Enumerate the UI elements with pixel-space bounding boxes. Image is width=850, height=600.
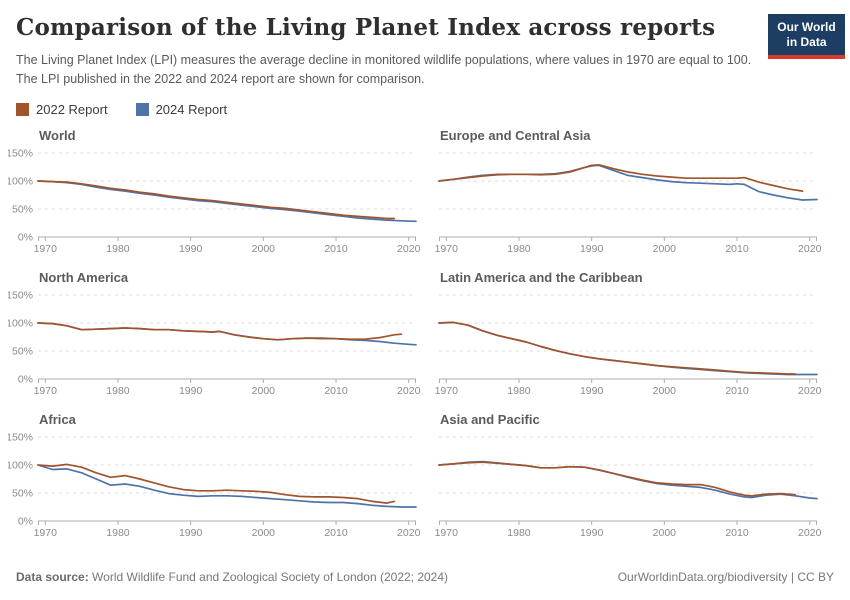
- page-title: Comparison of the Living Planet Index ac…: [16, 14, 716, 41]
- x-tick-label: 1980: [106, 385, 130, 396]
- legend-swatch-2022: [16, 102, 29, 116]
- chart-world: World 1970 1980 1990 2000 2010 2020 0% 50% 100% 1…: [8, 128, 433, 270]
- series-line-2022-report: [438, 461, 797, 497]
- data-source-label: Data source:: [16, 570, 89, 584]
- series-line-2024-report: [37, 180, 417, 223]
- x-tick-label: 1970: [435, 385, 459, 396]
- x-tick-label: 2010: [324, 385, 348, 396]
- y-tick-label: 0%: [18, 516, 33, 528]
- chart-latin-america-caribbean-plot: 1970 1980 1990 2000 2010 2020: [435, 294, 822, 396]
- series-line-2022-report: [438, 163, 804, 192]
- legend-item-2024: 2024 Report: [135, 101, 228, 117]
- x-tick-label: 2000: [653, 385, 677, 396]
- legend-label-2022: 2022 Report: [36, 101, 108, 117]
- chart-title-asia-pacific: Asia and Pacific: [440, 412, 540, 427]
- x-tick-label: 2010: [324, 243, 348, 254]
- y-tick-label: 100%: [8, 318, 33, 330]
- chart-europe-central-asia-plot: 1970 1980 1990 2000 2010 2020: [435, 152, 822, 254]
- data-source-note: Data source: World Wildlife Fund and Zoo…: [16, 570, 448, 584]
- chart-asia-pacific: Asia and Pacific 1970 1980 1990 2000 2010 202…: [433, 412, 833, 554]
- x-tick-label: 1970: [34, 527, 58, 538]
- chart-world-plot: 1970 1980 1990 2000 2010 2020 0% 50% 100% 150%: [8, 148, 420, 255]
- x-tick-label: 1980: [106, 243, 130, 254]
- x-tick-label: 1990: [179, 385, 203, 396]
- y-tick-label: 150%: [8, 432, 33, 444]
- x-tick-label: 1970: [34, 243, 58, 254]
- series-line-2022-report: [37, 322, 403, 341]
- x-tick-label: 1970: [435, 243, 459, 254]
- x-tick-label: 1980: [507, 243, 531, 254]
- series-line-2024-report: [438, 321, 818, 376]
- footer-attribution: OurWorldinData.org/biodiversity | CC BY: [617, 570, 834, 584]
- y-tick-label: 50%: [12, 346, 33, 358]
- y-tick-label: 50%: [12, 204, 33, 216]
- owid-logo-line1: Our World: [777, 20, 836, 34]
- x-tick-label: 1990: [179, 527, 203, 538]
- series-line-2022-report: [37, 180, 396, 220]
- x-tick-label: 2010: [725, 527, 749, 538]
- y-tick-label: 0%: [18, 232, 33, 244]
- y-tick-label: 0%: [18, 374, 33, 386]
- y-tick-label: 50%: [12, 488, 33, 500]
- legend: 2022 Report 2024 Report: [16, 102, 834, 117]
- chart-title-north-america: North America: [39, 270, 129, 285]
- x-tick-label: 1970: [435, 527, 459, 538]
- chart-north-america-plot: 1970 1980 1990 2000 2010 2020 0% 50% 100% 150%: [8, 290, 420, 397]
- chart-title-europe-central-asia: Europe and Central Asia: [440, 128, 591, 143]
- x-tick-label: 1990: [179, 243, 203, 254]
- x-tick-label: 1980: [507, 385, 531, 396]
- footer: Data source: World Wildlife Fund and Zoo…: [16, 570, 834, 584]
- series-line-2022-report: [438, 321, 797, 375]
- x-tick-label: 2020: [397, 527, 420, 538]
- chart-title-latin-america-caribbean: Latin America and the Caribbean: [440, 270, 643, 285]
- charts-grid: World 1970 1980 1990 2000 2010 2020 0% 50% 100% 1…: [8, 128, 833, 554]
- x-tick-label: 1980: [106, 527, 130, 538]
- chart-asia-pacific-plot: 1970 1980 1990 2000 2010 2020: [435, 436, 822, 538]
- x-tick-label: 2000: [252, 385, 276, 396]
- series-line-2022-report: [37, 463, 396, 504]
- header: Comparison of the Living Planet Index ac…: [16, 12, 845, 117]
- chart-latin-america-caribbean: Latin America and the Caribbean 1970 1980…: [433, 270, 833, 412]
- data-source-text: World Wildlife Fund and Zoological Socie…: [88, 570, 449, 584]
- x-tick-label: 2020: [798, 243, 822, 254]
- chart-africa: Africa 1970 1980 1990 2000 2010 2020 0% 50% 100%…: [8, 412, 433, 554]
- chart-europe-central-asia: Europe and Central Asia 1970 1980 1990 2000…: [433, 128, 833, 270]
- legend-swatch-2024: [135, 102, 149, 116]
- x-tick-label: 2000: [653, 527, 677, 538]
- x-tick-label: 1990: [580, 385, 604, 396]
- x-tick-label: 2020: [798, 385, 822, 396]
- chart-africa-plot: 1970 1980 1990 2000 2010 2020 0% 50% 100% 150%: [8, 432, 420, 539]
- x-tick-label: 1970: [34, 385, 58, 396]
- owid-logo: Our World in Data: [768, 14, 845, 59]
- legend-item-2022: 2022 Report: [16, 102, 108, 117]
- x-tick-label: 2010: [324, 527, 348, 538]
- y-tick-label: 150%: [8, 148, 33, 160]
- series-line-2024-report: [37, 464, 417, 508]
- chart-subtitle: The Living Planet Index (LPI) measures t…: [16, 53, 752, 86]
- chart-north-america: North America 1970 1980 1990 2000 2010 2020 0%…: [8, 270, 433, 412]
- x-tick-label: 2000: [653, 243, 677, 254]
- chart-title-africa: Africa: [39, 412, 76, 427]
- x-tick-label: 2000: [252, 527, 276, 538]
- x-tick-label: 2000: [252, 243, 276, 254]
- x-tick-label: 2010: [725, 385, 749, 396]
- y-tick-label: 150%: [8, 290, 33, 302]
- y-tick-label: 100%: [8, 460, 33, 472]
- x-tick-label: 2020: [397, 243, 420, 254]
- chart-title-world: World: [39, 128, 76, 143]
- y-tick-label: 100%: [8, 176, 33, 188]
- owid-logo-line2: in Data: [786, 35, 827, 49]
- legend-label-2024: 2024 Report: [155, 101, 228, 117]
- x-tick-label: 1990: [580, 527, 604, 538]
- x-tick-label: 1980: [507, 527, 531, 538]
- x-tick-label: 2010: [725, 243, 749, 254]
- x-tick-label: 2020: [798, 527, 822, 538]
- x-tick-label: 2020: [397, 385, 420, 396]
- x-tick-label: 1990: [580, 243, 604, 254]
